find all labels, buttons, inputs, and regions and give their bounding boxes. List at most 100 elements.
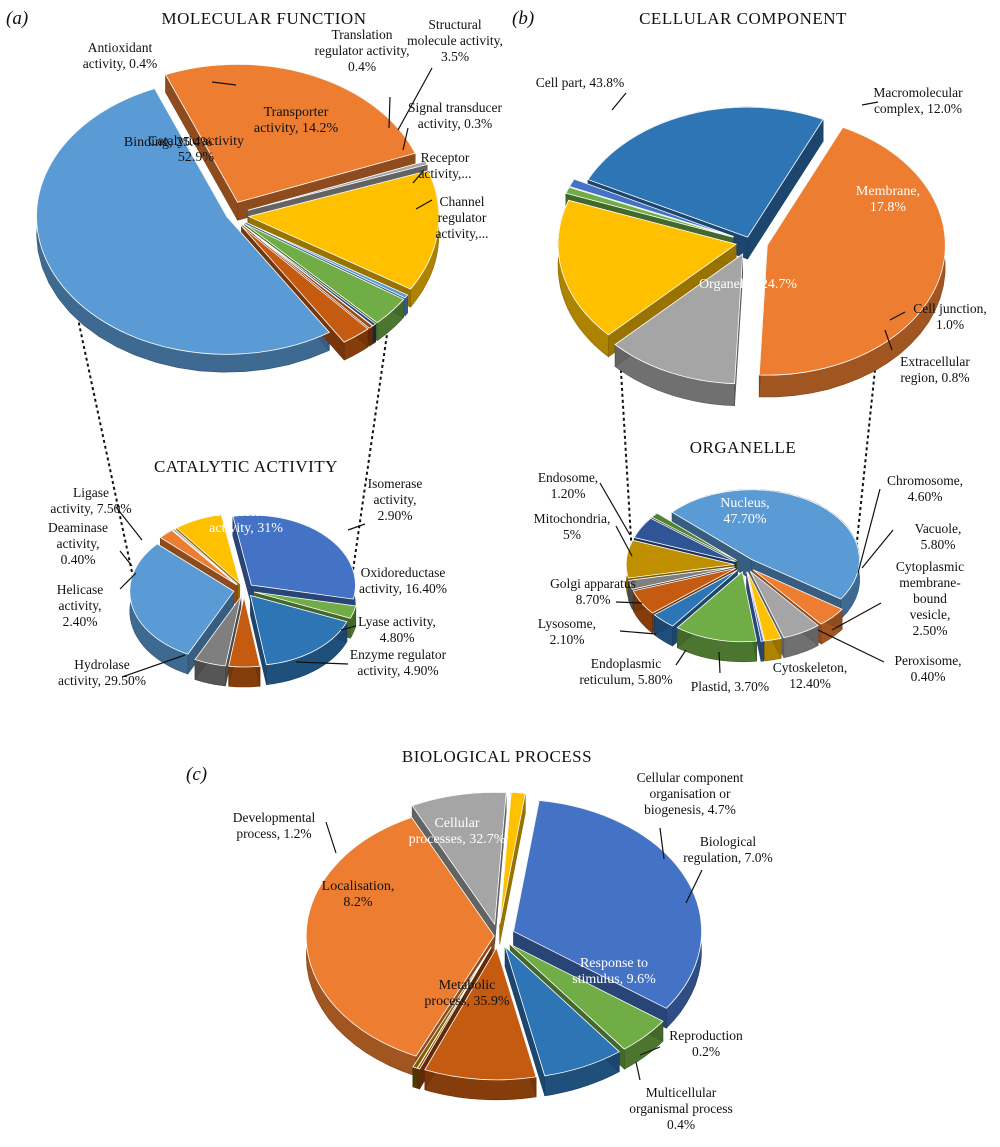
slice-cell-junction bbox=[568, 178, 734, 237]
leader-line-channel-regulator-activity bbox=[415, 199, 433, 210]
label-plastid: Plastid, 3.70% bbox=[691, 679, 769, 694]
leader-line-receptor-activity bbox=[412, 169, 425, 184]
slice-multicellular-organismal-process bbox=[412, 946, 492, 1069]
slice-hydrolase-activity bbox=[129, 543, 235, 655]
slice-isomerase-activity bbox=[253, 591, 357, 619]
label-enzyme-regulator-activity: Enzyme regulator activity, 4.90% bbox=[350, 647, 447, 678]
slice-ligase-activity bbox=[175, 514, 241, 585]
leader-line-structural-molecule-activity bbox=[397, 67, 433, 131]
slice-peroxisome bbox=[746, 571, 765, 642]
pie-ca: Transferase activity, 31% Isomerase activit… bbox=[48, 476, 447, 688]
leader-line-cell-junction bbox=[889, 311, 906, 321]
label-developmental-process: Developmental process, 1.2% bbox=[233, 810, 316, 841]
leader-line-isomerase-activity bbox=[347, 523, 366, 531]
slice-metabolic-process bbox=[305, 816, 495, 1057]
leader-line-endosome bbox=[599, 482, 631, 536]
panel-letter-a: (a) bbox=[6, 8, 28, 29]
label-biological-regulation: Biological regulation, 7.0% bbox=[683, 834, 773, 865]
label-oxidoreductase-activity: Oxidoreductase activity, 16.40% bbox=[359, 565, 447, 596]
leader-line-mitochondria bbox=[615, 525, 633, 557]
label-extracellular-region: Extracellular region, 0.8% bbox=[900, 354, 970, 385]
slice-macromolecular-complex bbox=[614, 253, 744, 385]
slice-response-to-stimulus bbox=[424, 946, 537, 1081]
label-reproduction: Reproduction 0.2% bbox=[669, 1028, 743, 1059]
leader-line-hydrolase-activity bbox=[121, 654, 186, 678]
label-macromolecular-complex: Macromolecular complex, 12.0% bbox=[873, 85, 963, 116]
leader-line-lysosome bbox=[619, 630, 657, 635]
leader-line-cell-part bbox=[611, 92, 627, 111]
leader-line-multicellular-organismal-process bbox=[635, 1061, 641, 1081]
slice-nucleus bbox=[671, 489, 860, 600]
label-hydrolase-activity: Hydrolase activity, 29.50% bbox=[58, 657, 146, 688]
label-cell-part: Cell part, 43.8% bbox=[536, 75, 624, 90]
label-cell-junction: Cell junction, 1.0% bbox=[913, 301, 987, 332]
slice-lyase-activity bbox=[228, 596, 261, 668]
leader-line-helicase-activity bbox=[119, 572, 137, 590]
label-cellular-component-organisation-or-biogenesis: Cellular component organisation or biogene… bbox=[637, 770, 744, 817]
pie-bp: Metabolic process, 35.9% Localisation, 8.2%… bbox=[233, 770, 773, 1132]
slice-deaminase-activity bbox=[171, 528, 238, 585]
leader-line-signal-transducer-activity bbox=[402, 127, 409, 151]
slice-cytoplasmic-membrane-bound-vesicle bbox=[747, 571, 782, 642]
label-cellular-processes: Cellular processes, 32.7% bbox=[409, 816, 506, 847]
title-molecular-function: MOLECULAR FUNCTION bbox=[162, 9, 367, 28]
slice-cell-part bbox=[758, 126, 946, 376]
slice-translation-regulator-activity bbox=[245, 222, 409, 299]
pie-org: Nucleus, 47.70% Chromosome, 4.60% Vacuole, 5.… bbox=[534, 470, 965, 694]
title-organelle: ORGANELLE bbox=[690, 438, 796, 457]
label-cytoplasmic-membrane-bound-vesicle: Cytoplasmic membrane-bound vesicle, 2.50% bbox=[896, 559, 964, 638]
slice-mitochondria bbox=[633, 517, 736, 562]
label-deaminase-activity: Deaminase activity, 0.40% bbox=[48, 520, 108, 567]
label-lysosome: Lysosome, 2.10% bbox=[538, 616, 596, 647]
slice-cytoskeleton bbox=[676, 571, 758, 643]
label-antioxidant-activity: Antioxidant activity, 0.4% bbox=[83, 40, 157, 71]
slice-binding bbox=[165, 63, 416, 203]
label-metabolic-process: Metabolic process, 35.9% bbox=[424, 978, 509, 1009]
leader-line-antioxidant-activity bbox=[211, 81, 237, 86]
slice-receptor-activity bbox=[242, 224, 374, 329]
pie-mf: Catalytic activity 52.9%Binding, 25.4% Ant… bbox=[36, 17, 503, 373]
slice-lysosome bbox=[628, 566, 735, 590]
label-signal-transducer-activity: Signal transducer activity, 0.3% bbox=[408, 100, 503, 131]
label-ligase-activity: Ligase activity, 7.50% bbox=[50, 485, 131, 516]
label-mitochondria: Mitochondria, 5% bbox=[534, 511, 611, 542]
slice-cellular-component-organisation-or-biogenesis bbox=[509, 943, 664, 1050]
label-endosome: Endosome, 1.20% bbox=[538, 470, 598, 501]
slice-vacuole bbox=[749, 570, 819, 639]
leader-line-translation-regulator-activity bbox=[388, 96, 391, 129]
slice-organelle bbox=[587, 106, 824, 238]
leader-line-plastid bbox=[718, 651, 721, 674]
leader-line-vacuole bbox=[861, 529, 894, 569]
leader-line-macromolecular-complex bbox=[861, 101, 879, 106]
leader-line-developmental-process bbox=[325, 821, 337, 854]
leader-line-peroxisome bbox=[817, 629, 885, 663]
label-receptor-activity: Receptor activity,... bbox=[418, 150, 471, 181]
pie-cc: Organelle, 24.7% Cell part, 43.8% Macromol… bbox=[536, 75, 987, 407]
slice-endosome bbox=[651, 512, 738, 561]
slice-cellular-processes bbox=[513, 800, 702, 1009]
label-peroxisome: Peroxisome, 0.40% bbox=[894, 653, 961, 684]
slice-transferase-activity bbox=[232, 514, 356, 600]
leader-line-ligase-activity bbox=[115, 506, 143, 541]
label-nucleus: Nucleus, 47.70% bbox=[720, 496, 769, 527]
title-biological-process: BIOLOGICAL PROCESS bbox=[402, 747, 592, 766]
leader-line-chromosome bbox=[857, 488, 881, 574]
slice-antioxidant-activity bbox=[247, 160, 428, 211]
panel-letter-c: (c) bbox=[186, 764, 207, 785]
slice-oxidoreductase-activity bbox=[249, 594, 348, 666]
label-cytoskeleton: Cytoskeleton, 12.40% bbox=[773, 660, 848, 691]
label-chromosome: Chromosome, 4.60% bbox=[887, 473, 963, 504]
leader-line-extracellular-region bbox=[884, 329, 893, 351]
slice-extracellular-region bbox=[565, 186, 734, 238]
slice-biological-regulation bbox=[504, 945, 620, 1077]
leader-line-endoplasmic-reticulum bbox=[675, 649, 687, 666]
slice-membrane bbox=[557, 199, 738, 336]
slice-enzyme-regulator-activity bbox=[194, 596, 242, 667]
panel-letter-b: (b) bbox=[512, 8, 534, 29]
slice-localisation bbox=[411, 791, 507, 926]
slice-channel-regulator-activity bbox=[241, 225, 369, 343]
slice-signal-transducer-activity bbox=[242, 224, 377, 327]
label-structural-molecule-activity: Structural molecule activity, 3.5% bbox=[407, 17, 503, 64]
title-catalytic-activity: CATALYTIC ACTIVITY bbox=[154, 457, 338, 476]
